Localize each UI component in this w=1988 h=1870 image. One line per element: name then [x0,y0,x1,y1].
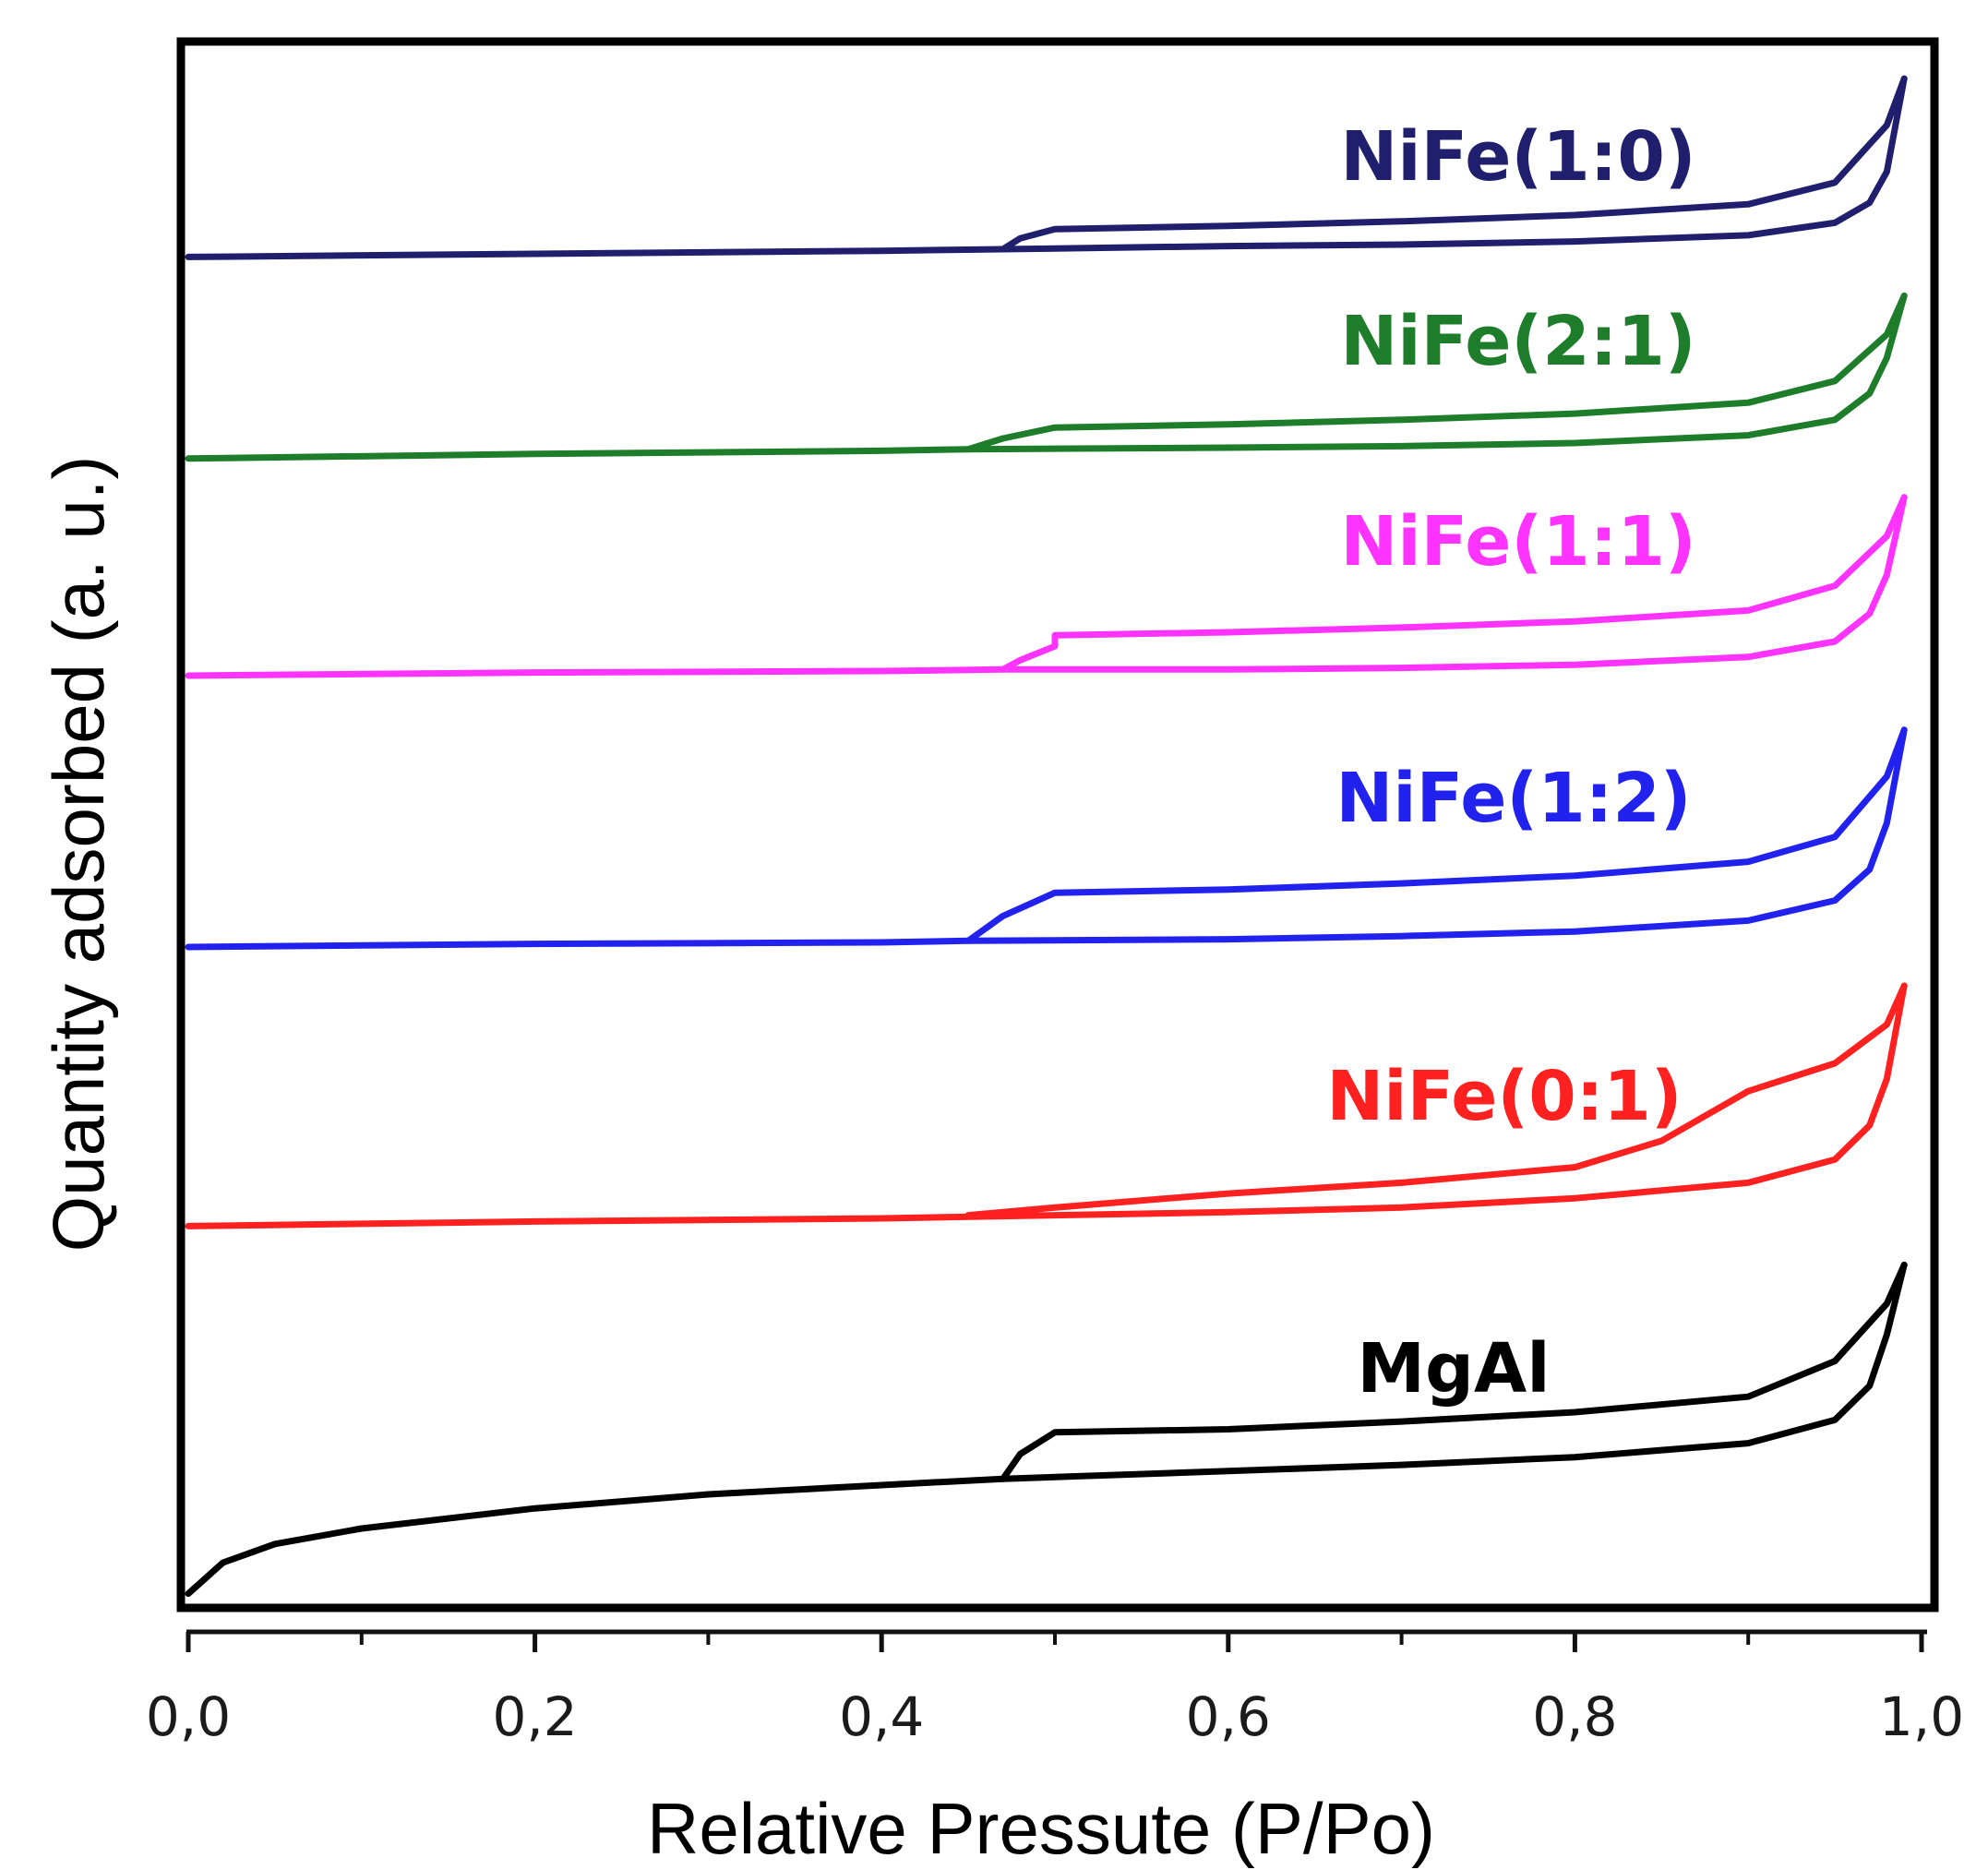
series-nife-2-1-adsorption-curve [185,292,1908,462]
series-label-nife-0-1: NiFe(0:1) [1326,1057,1682,1136]
series-mgal-desorption-curve [1000,1261,1908,1482]
y-axis-title: Quantity adsorbed (a. u.) [38,456,119,1253]
x-tick-label: 0,8 [1532,1685,1617,1748]
x-axis-ticks [186,1632,1924,1652]
isotherm-curves [185,75,1908,1598]
x-tick-label: 0,4 [839,1685,924,1748]
series-label-nife-1-2: NiFe(1:2) [1335,759,1691,838]
series-nife-1-2-desorption-curve [964,726,1908,944]
series-nife-2-1-desorption-curve [964,292,1908,453]
x-tick-label: 0,2 [492,1685,577,1748]
x-tick-label: 0,0 [146,1685,231,1748]
series-nife-1-0-desorption-curve [1000,75,1908,253]
series-nife-1-1-desorption-curve [1000,494,1908,673]
series-label-mgal: MgAl [1357,1329,1550,1408]
series-mgal-adsorption-curve [185,1261,1908,1598]
series-label-nife-2-1: NiFe(2:1) [1340,302,1695,381]
series-label-nife-1-1: NiFe(1:1) [1340,502,1695,581]
series-nife-0-1-adsorption-curve [185,982,1908,1229]
plot-frame [176,37,1939,1612]
series-nife-1-1-adsorption-curve [185,494,1908,679]
series-label-nife-1-0: NiFe(1:0) [1340,117,1695,197]
series-nife-1-0-adsorption-curve [185,75,1908,260]
series-nife-0-1-desorption-curve [964,982,1908,1219]
x-axis-title: Relative Pressute (P/Po) [647,1788,1435,1869]
series-nife-1-2-adsorption-curve [185,726,1908,951]
series-labels: NiFe(1:0) NiFe(2:1) NiFe(1:1) NiFe(1:2) NiFe… [1326,117,1695,1408]
x-tick-label: 1,0 [1879,1685,1964,1748]
x-tick-labels: 0,0 0,2 0,4 0,6 0,8 1,0 [146,1685,1964,1748]
x-tick-label: 0,6 [1186,1685,1271,1748]
